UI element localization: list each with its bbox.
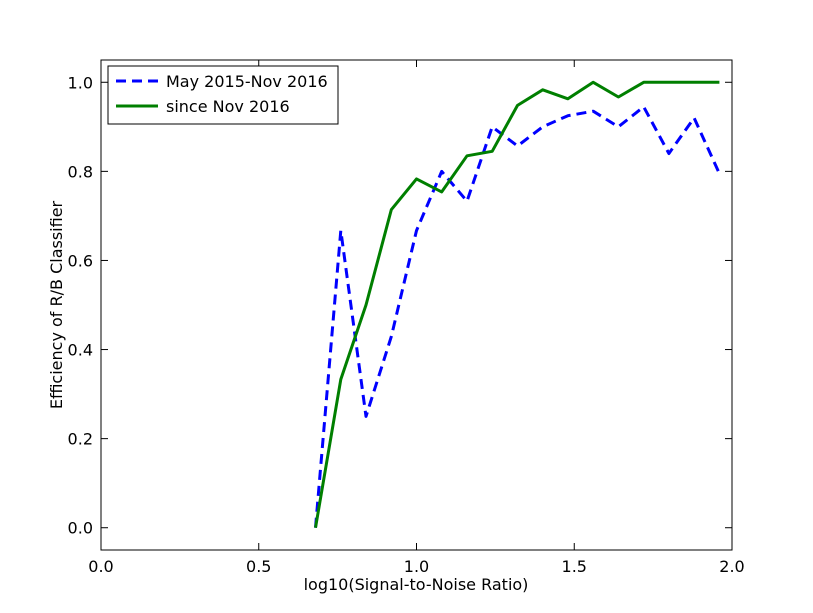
y-axis-title: Efficiency of R/B Classifier [47,200,66,409]
lines-layer [314,80,721,528]
legend-box [107,65,339,125]
legend-label-since-nov-2016: since Nov 2016 [166,97,290,116]
legend-label-may-2015-nov-2016: May 2015-Nov 2016 [166,72,328,91]
x-tick-label: 1.0 [404,557,429,576]
plot-frame [100,59,733,551]
ticks-layer: 0.0 0.5 1.0 1.5 2.0 0.0 0.2 0.4 0.6 0.8 1.0 [68,60,745,576]
y-tick-label: 0.6 [68,251,93,270]
legend: May 2015-Nov 2016 since Nov 2016 [107,65,339,125]
y-tick-label: 0.0 [68,519,93,538]
y-tick-label: 0.8 [68,162,93,181]
x-tick-label: 1.5 [562,557,587,576]
x-tick-label: 0.5 [246,557,271,576]
x-axis-title: log10(Signal-to-Noise Ratio) [304,575,529,594]
series-line-0 [314,105,721,528]
series-line-1 [314,80,720,528]
y-tick-label: 0.2 [68,430,93,449]
x-tick-label: 2.0 [719,557,744,576]
y-tick-label: 0.4 [68,341,93,360]
x-tick-label: 0.0 [88,557,113,576]
y-tick-label: 1.0 [68,73,93,92]
